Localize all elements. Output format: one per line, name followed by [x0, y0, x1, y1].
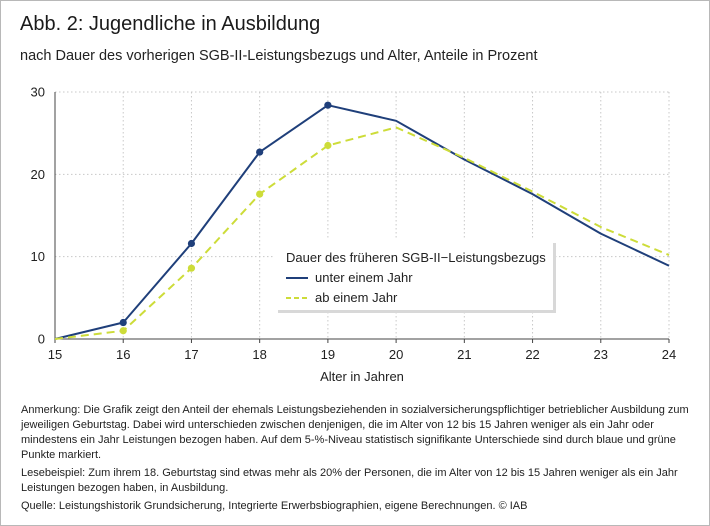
data-point-series-1: [187, 264, 196, 272]
y-tick-label: 0: [38, 332, 45, 347]
notes-block: Anmerkung: Die Grafik zeigt den Anteil d…: [21, 403, 693, 517]
x-tick-label: 22: [525, 347, 539, 362]
data-point-series-0: [187, 239, 196, 248]
x-tick-label: 17: [184, 347, 198, 362]
data-point-series-1: [119, 327, 127, 335]
x-axis-label: Alter in Jahren: [320, 369, 404, 384]
x-tick-label: 23: [594, 347, 608, 362]
x-tick-label: 24: [662, 347, 676, 362]
data-point-series-0: [324, 101, 332, 109]
legend-title: Dauer des früheren SGB-II−Leistungsbezug…: [286, 250, 546, 265]
note-quelle: Quelle: Leistungshistorik Grundsicherung…: [21, 500, 528, 512]
y-tick-label: 10: [31, 249, 45, 264]
y-tick-label: 30: [31, 85, 45, 100]
line-chart: 0 10 20 30 15 16 17 18 19 20 21 22 23 24 Alter in Jahr…: [31, 85, 677, 385]
x-tick-label: 20: [389, 347, 403, 362]
x-tick-label: 21: [457, 347, 471, 362]
x-tick-label: 18: [252, 347, 266, 362]
data-point-series-0: [256, 148, 264, 156]
legend-box: [275, 240, 553, 310]
y-tick-label: 20: [31, 167, 45, 182]
data-point-series-1: [256, 190, 264, 198]
chart-subtitle: nach Dauer des vorherigen SGB-II-Leistun…: [20, 48, 538, 64]
data-point-series-0: [119, 318, 127, 327]
x-tick-label: 15: [48, 347, 62, 362]
legend-label-1: ab einem Jahr: [315, 290, 398, 305]
chart-title: Abb. 2: Jugendliche in Ausbildung: [20, 13, 321, 35]
series-line-1: [54, 126, 670, 340]
series-line-0: [54, 104, 670, 340]
x-tick-label: 19: [321, 347, 335, 362]
x-tick-label: 16: [116, 347, 130, 362]
data-point-series-1: [324, 141, 332, 150]
note-anmerkung: Anmerkung: Die Grafik zeigt den Anteil d…: [21, 404, 689, 461]
note-lesebeispiel: Lesebeispiel: Zum ihrem 18. Geburtstag s…: [21, 467, 678, 494]
legend-label-0: unter einem Jahr: [315, 270, 413, 285]
